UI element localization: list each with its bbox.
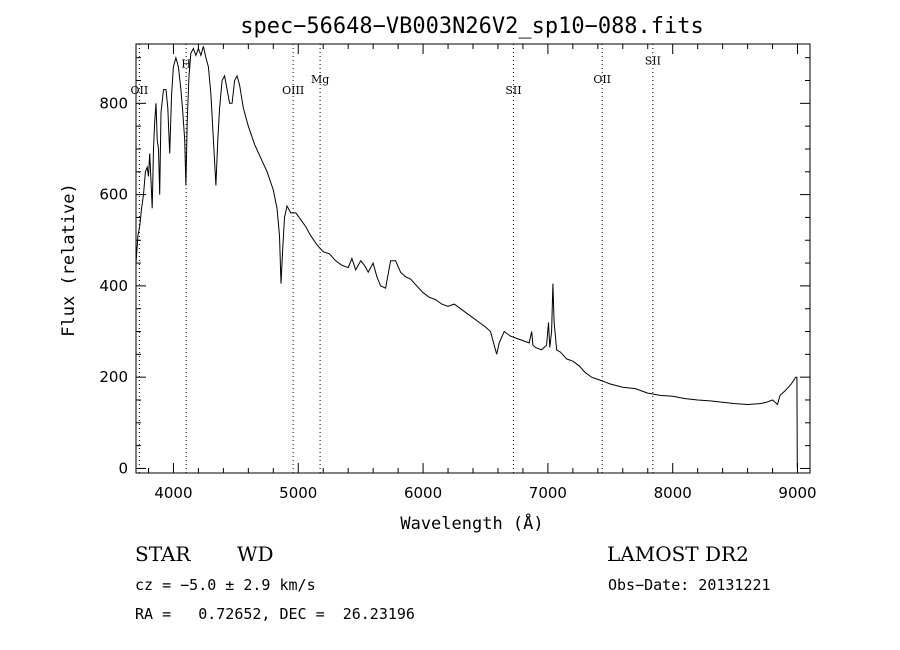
chart-title: spec−56648−VB003N26V2_sp10−088.fits <box>240 14 704 39</box>
object-class: STAR <box>135 542 191 566</box>
x-tick-label-9000: 9000 <box>778 484 816 502</box>
x-tick-label-7000: 7000 <box>529 484 567 502</box>
y-tick-label-200: 200 <box>99 368 128 386</box>
plot-frame <box>135 43 811 474</box>
line-label-4: SII <box>505 84 521 97</box>
coordinates: RA = 0.72652, DEC = 26.23196 <box>135 605 415 623</box>
object-subclass: WD <box>237 542 274 566</box>
line-label-6: SII <box>645 55 661 68</box>
plot-border <box>135 43 811 474</box>
y-tick-label-600: 600 <box>99 186 128 204</box>
y-tick-label-400: 400 <box>99 277 128 295</box>
line-label-5: OII <box>593 73 611 86</box>
x-tick-label-8000: 8000 <box>654 484 692 502</box>
x-tick-label-5000: 5000 <box>279 484 317 502</box>
y-tick-label-800: 800 <box>99 94 128 112</box>
x-tick-label-6000: 6000 <box>404 484 442 502</box>
observation-date: Obs−Date: 20131221 <box>608 576 771 594</box>
spectrum-line-0 <box>135 46 798 469</box>
line-label-2: OIII <box>282 84 304 97</box>
x-tick-label-4000: 4000 <box>154 484 192 502</box>
spectrum-series <box>135 46 798 469</box>
survey-name: LAMOST DR2 <box>607 542 749 566</box>
line-label-0: OII <box>131 84 149 97</box>
line-label-1: H <box>181 58 191 71</box>
spectral-line-markers: OII H OIII Mg SII OII SII <box>131 44 661 473</box>
redshift-cz: cz = −5.0 ± 2.9 km/s <box>135 576 316 594</box>
x-axis-label: Wavelength (Å) <box>400 512 543 534</box>
axis-ticks: 4000 5000 6000 7000 8000 9000 0 200 400 600 800 <box>99 44 817 502</box>
y-tick-label-0: 0 <box>118 459 128 477</box>
y-axis-label: Flux (relative) <box>59 183 79 337</box>
line-label-3: Mg <box>311 73 329 86</box>
